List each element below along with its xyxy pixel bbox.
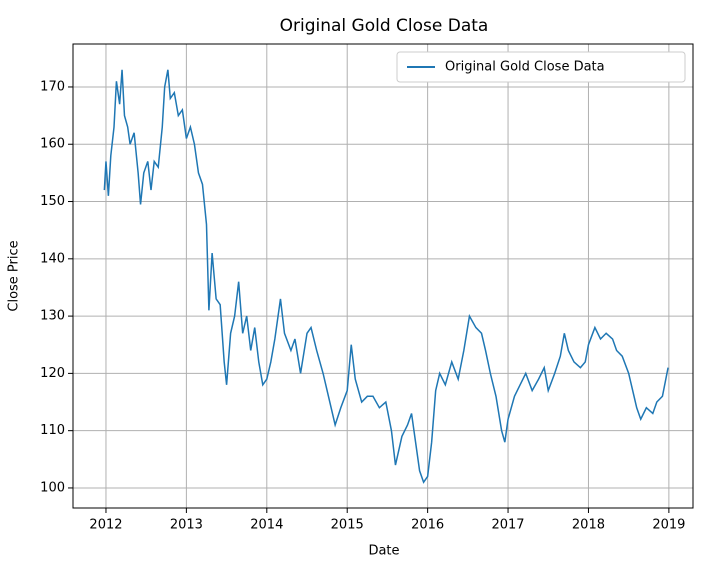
x-axis-label: Date — [368, 544, 399, 559]
y-axis-label: Close Price — [7, 240, 22, 311]
x-tick-label: 2019 — [652, 518, 685, 533]
x-tick-label: 2018 — [572, 518, 605, 533]
y-tick-label: 150 — [40, 194, 65, 209]
x-tick-label: 2012 — [89, 518, 122, 533]
x-tick-label: 2017 — [491, 518, 524, 533]
y-tick-label: 170 — [40, 79, 65, 94]
x-tick-label: 2013 — [170, 518, 203, 533]
y-tick-label: 110 — [40, 423, 65, 438]
y-tick-label: 160 — [40, 137, 65, 152]
plot-frame — [72, 43, 694, 509]
line-series — [103, 69, 669, 484]
y-tick-label: 120 — [40, 366, 65, 381]
x-tick-label: 2015 — [331, 518, 364, 533]
x-tick-label: 2016 — [411, 518, 444, 533]
chart-title: Original Gold Close Data — [280, 16, 489, 36]
x-tick-label: 2014 — [250, 518, 283, 533]
legend-label: Original Gold Close Data — [445, 60, 605, 75]
y-tick-label: 130 — [40, 309, 65, 324]
y-tick-label: 100 — [40, 480, 65, 495]
y-tick-label: 140 — [40, 251, 65, 266]
legend-box — [396, 51, 686, 83]
